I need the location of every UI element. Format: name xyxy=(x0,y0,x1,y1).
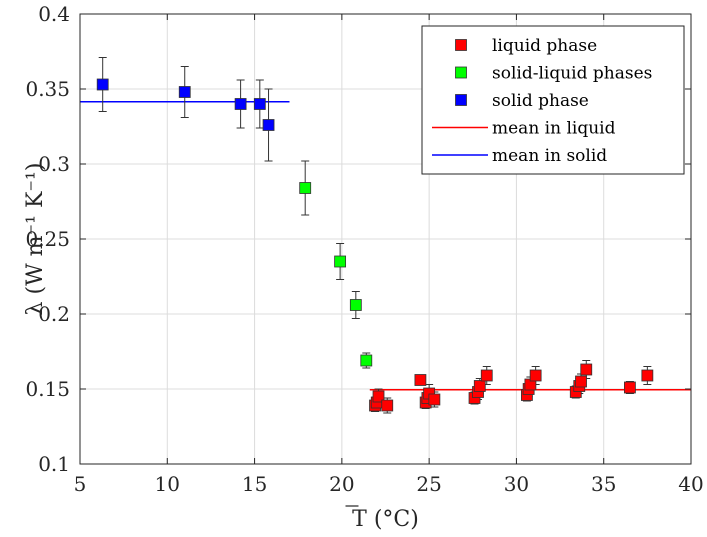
legend-marker xyxy=(455,66,467,79)
data-point xyxy=(349,299,362,311)
data-point xyxy=(529,369,542,382)
data-point xyxy=(480,369,493,382)
y-tick-label: 0.25 xyxy=(25,227,70,251)
x-tick-label: 30 xyxy=(504,472,529,496)
data-point xyxy=(334,255,347,268)
x-tick-label: 25 xyxy=(416,472,441,496)
data-point xyxy=(641,369,654,382)
data-point xyxy=(414,374,427,386)
data-point xyxy=(428,393,441,406)
y-tick-label: 0.15 xyxy=(25,377,70,401)
y-tick-label: 0.35 xyxy=(25,77,70,101)
data-point xyxy=(234,98,247,110)
legend: liquid phase solid-liquid phases solid pha… xyxy=(421,25,685,175)
data-point xyxy=(575,375,587,388)
legend-label: solid phase xyxy=(492,91,589,111)
x-tick-labels: 5 10 15 20 25 30 35 40 xyxy=(74,472,704,496)
data-point xyxy=(372,390,385,403)
data-point xyxy=(381,399,394,412)
data-point xyxy=(96,78,109,91)
data-markers xyxy=(96,78,654,412)
x-tick-label: 40 xyxy=(678,472,703,496)
data-point xyxy=(360,354,373,367)
legend-label: liquid phase xyxy=(492,36,597,56)
data-point xyxy=(262,119,275,131)
legend-label: mean in solid xyxy=(492,146,607,166)
data-point xyxy=(178,86,191,98)
y-tick-labels: 0.1 0.15 0.2 0.25 0.3 0.35 0.4 xyxy=(25,2,70,476)
x-axis-label: T (°C) xyxy=(352,507,419,532)
x-tick-label: 35 xyxy=(591,472,616,496)
legend-label: solid-liquid phases xyxy=(492,64,652,84)
legend-marker xyxy=(455,39,467,51)
y-tick-label: 0.1 xyxy=(38,452,70,476)
legend-marker xyxy=(455,94,467,106)
y-tick-label: 0.2 xyxy=(38,302,70,326)
x-tick-label: 5 xyxy=(74,472,87,496)
y-axis-label: λ (W m⁻¹ K⁻¹) xyxy=(23,163,48,316)
data-point xyxy=(580,363,593,376)
data-point xyxy=(624,381,636,394)
x-tick-label: 10 xyxy=(155,472,180,496)
data-point xyxy=(253,98,266,110)
x-tick-label: 15 xyxy=(242,472,267,496)
data-point xyxy=(473,380,486,392)
axis-ticks xyxy=(79,13,692,465)
y-tick-label: 0.3 xyxy=(38,152,70,176)
y-tick-label: 0.4 xyxy=(38,2,70,26)
data-point xyxy=(299,182,312,194)
x-tick-label: 20 xyxy=(329,472,354,496)
legend-label: mean in liquid xyxy=(492,119,616,139)
